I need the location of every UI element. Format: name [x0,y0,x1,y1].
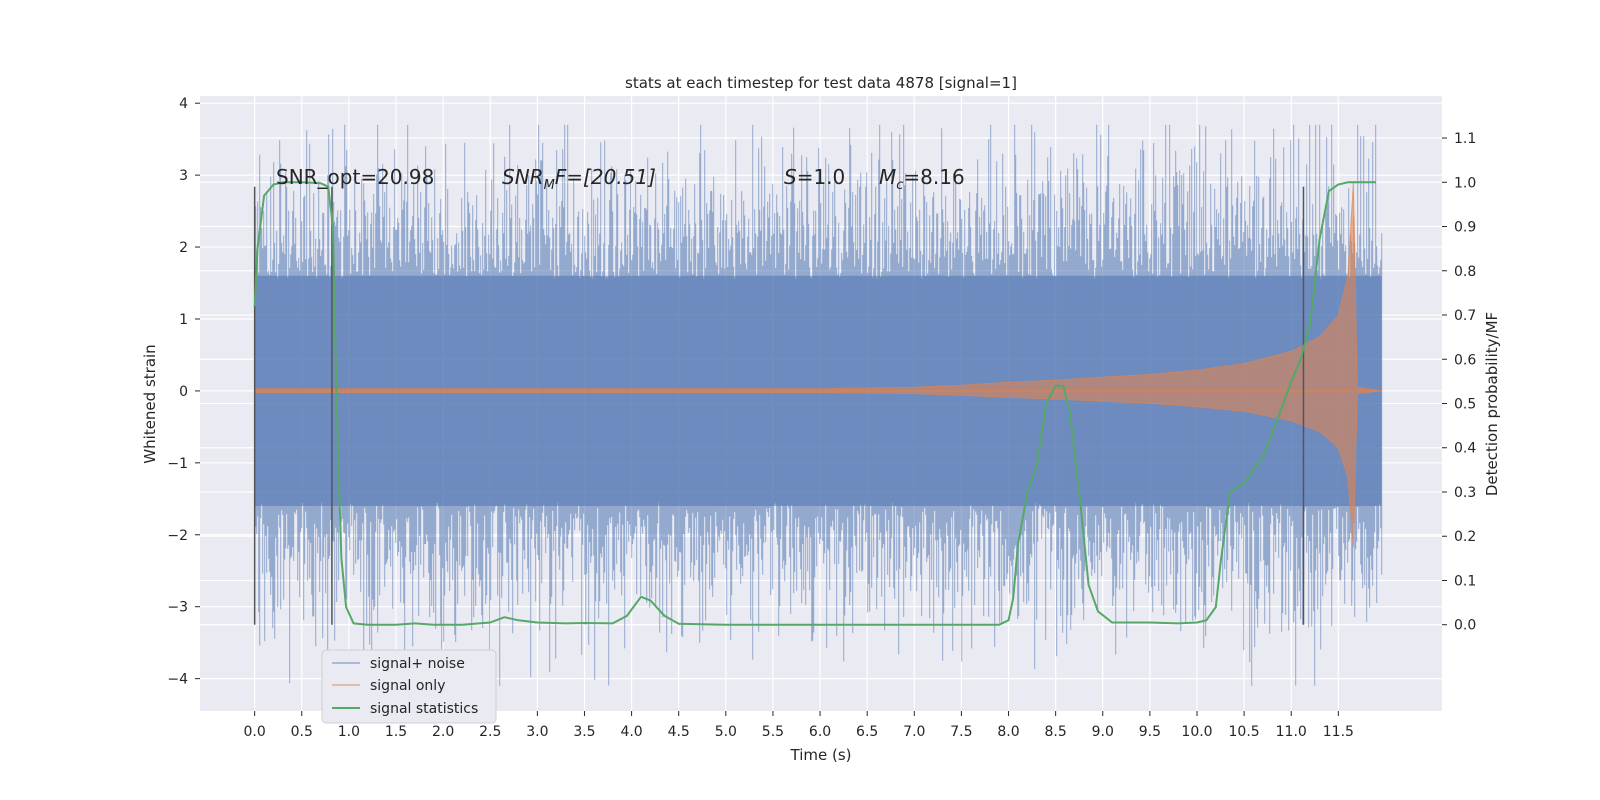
annotation-snr-opt: SNR_opt=20.98 [276,165,434,189]
x-tick-label: 9.5 [1139,724,1161,740]
y2-tick-label: 0.2 [1454,529,1476,545]
y-tick-label: −1 [167,456,188,472]
y2-tick-label: 1.0 [1454,175,1476,191]
annotation-mc: Mc=8.16 [879,165,965,193]
y-tick-label: 2 [179,240,188,256]
x-tick-label: 0.5 [291,724,313,740]
signal-envelope [254,182,1382,548]
x-tick-label: 8.5 [1045,724,1067,740]
x-tick-label: 7.5 [950,724,972,740]
y2-tick-label: 0.6 [1454,352,1476,368]
y2-tick-label: 0.1 [1454,573,1476,589]
y2-tick-label: 0.4 [1454,441,1476,457]
y2-tick-label: 0.8 [1454,264,1476,280]
legend-label-signal-statistics: signal statistics [370,701,478,717]
mc-sub: c [896,178,903,193]
y2-tick-label: 0.0 [1454,618,1476,634]
y-tick-label: 4 [179,96,188,112]
y-tick-labels: 4 3 2 1 0 −1 −2 −3 −4 [167,96,200,688]
y2-tick-label: 1.1 [1454,131,1476,147]
snr-mf-base: SNR [502,165,544,189]
x-tick-label: 8.0 [997,724,1019,740]
mc-value: =8.16 [903,165,964,189]
x-tick-label: 6.5 [856,724,878,740]
x-tick-label: 11.5 [1323,724,1354,740]
y-tick-label: 1 [179,312,188,328]
x-tick-label: 3.0 [526,724,548,740]
y2-tick-label: 0.9 [1454,220,1476,236]
y2-tick-label: 0.5 [1454,397,1476,413]
series-signal-statistics [253,181,1376,626]
y-axis-label: Whitened strain [141,344,159,463]
legend-label-signal-noise: signal+ noise [370,656,465,672]
x-axis-label: Time (s) [790,746,852,764]
y2-axis-label: Detection probability/MF [1483,312,1501,496]
legend-box [321,649,497,724]
snr-mf-rest: F=[20.51] [555,165,656,189]
series-signal-only [254,182,1382,548]
chart-title: stats at each timestep for test data 487… [625,74,1017,92]
x-tick-label: 10.0 [1181,724,1212,740]
x-tick-label: 0.0 [244,724,266,740]
annotation-snr-mf: SNRMF=[20.51] [502,165,656,193]
x-tick-label: 1.0 [338,724,360,740]
y-tick-label: −4 [167,672,188,688]
mc-base: M [879,165,896,189]
x-tick-label: 5.0 [715,724,737,740]
x-tick-label: 10.5 [1229,724,1260,740]
x-tick-label: 9.0 [1092,724,1114,740]
y-tick-label: −2 [167,528,188,544]
legend: signal+ noise signal only signal statist… [321,649,497,724]
x-tick-label: 2.5 [479,724,501,740]
snr-mf-sub: M [544,178,555,193]
x-tick-label: 7.0 [903,724,925,740]
s-value: =1.0 [797,165,846,189]
y-tick-label: −3 [167,600,188,616]
legend-label-signal-only: signal only [370,678,445,694]
x-tick-label: 3.5 [573,724,595,740]
annotation-s: S=1.0 [784,165,845,189]
y2-tick-labels: 0.0 0.1 0.2 0.3 0.4 0.5 0.6 0.7 0.8 0.9 1.0 1.1 [1442,131,1476,634]
x-tick-label: 6.0 [809,724,831,740]
x-tick-label: 11.0 [1276,724,1307,740]
y2-tick-label: 0.3 [1454,485,1476,501]
y-tick-label: 3 [179,168,188,184]
x-tick-labels: 0.0 0.5 1.0 1.5 2.0 2.5 3.0 3.5 4.0 4.5 5.0 5.5 6.0 6… [244,711,1354,740]
vertical-markers [253,186,1305,625]
x-tick-label: 2.0 [432,724,454,740]
x-tick-label: 5.5 [762,724,784,740]
x-tick-label: 4.0 [620,724,642,740]
x-tick-label: 1.5 [385,724,407,740]
x-tick-label: 4.5 [668,724,690,740]
s-italic: S [784,165,797,189]
y-tick-label: 0 [179,384,188,400]
y2-tick-label: 0.7 [1454,308,1476,324]
statistics-line [253,181,1376,626]
